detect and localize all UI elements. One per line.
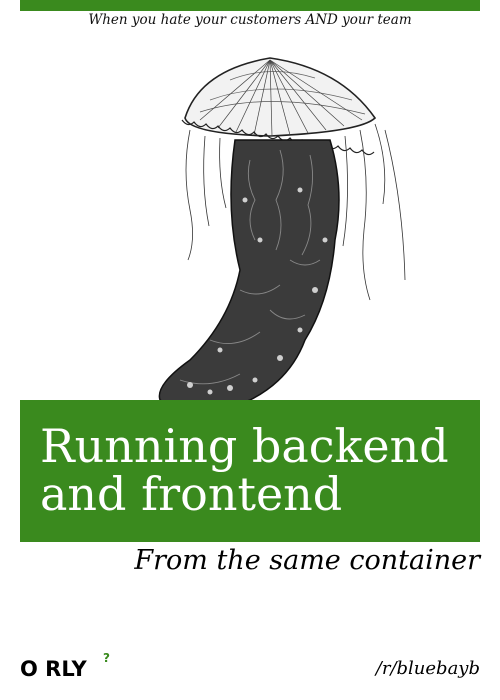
- title-line-1: Running backend: [40, 419, 449, 473]
- publisher-logo: O RLY: [20, 657, 87, 681]
- title-banner: Running backend and frontend: [20, 400, 480, 542]
- author-credit: /r/bluebayb: [375, 658, 480, 679]
- top-color-bar: [20, 0, 480, 11]
- jellyfish-illustration: [158, 57, 406, 411]
- book-title: Running backend and frontend: [40, 422, 470, 518]
- cover-tagline: When you hate your customers AND your te…: [88, 12, 412, 28]
- title-line-2: and frontend: [40, 467, 343, 521]
- book-subtitle: From the same container: [134, 545, 480, 576]
- publisher-logo-mark: ?: [103, 651, 110, 665]
